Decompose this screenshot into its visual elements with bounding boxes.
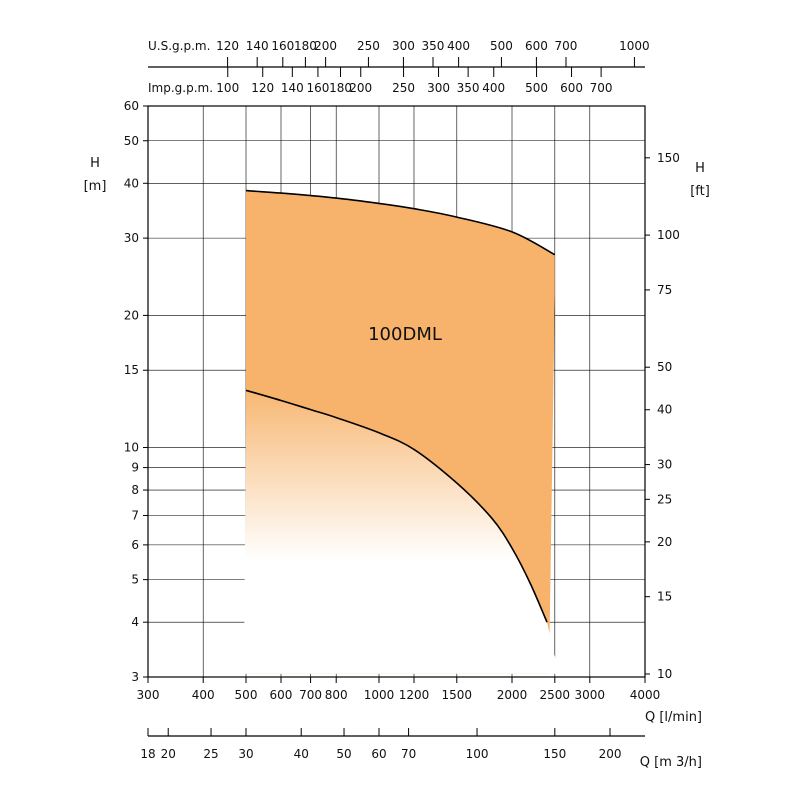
- lower-curve: [245, 389, 548, 623]
- m3h-tick-label: 70: [401, 747, 416, 761]
- usgpm-tick-label: 1000: [619, 39, 650, 53]
- m3h-axis-label: Q [m 3/h]: [640, 755, 702, 770]
- impgpm-tick-label: 140: [281, 81, 304, 95]
- x-tick-label: 800: [325, 688, 348, 702]
- usgpm-tick-label: 400: [447, 39, 470, 53]
- x-tick-label: 4000: [630, 688, 661, 702]
- y2-tick-label: 20: [657, 535, 672, 549]
- plot-frame: [147, 105, 646, 678]
- y2-tick-label: 75: [657, 283, 672, 297]
- x-tick-label: 2000: [497, 688, 528, 702]
- y2-tick-label: 30: [657, 458, 672, 472]
- impgpm-axis-label: Imp.g.p.m.: [148, 81, 213, 95]
- y-axis-label-unit: [m]: [84, 179, 107, 194]
- x-tick-label: 500: [235, 688, 258, 702]
- usgpm-tick-label: 160: [271, 39, 294, 53]
- m3h-tick-label: 60: [371, 747, 386, 761]
- y-tick-label: 4: [131, 615, 139, 629]
- y2-axis-label-symbol: H: [695, 161, 705, 176]
- m3h-tick-label: 18: [140, 747, 155, 761]
- usgpm-tick-label: 120: [216, 39, 239, 53]
- impgpm-tick-label: 250: [392, 81, 415, 95]
- y2-tick-label: 150: [657, 151, 680, 165]
- usgpm-axis-label: U.S.g.p.m.: [148, 39, 210, 53]
- y-tick-label: 8: [131, 483, 139, 497]
- x-axis-label: Q [l/min]: [645, 710, 702, 725]
- m3h-tick-label: 25: [203, 747, 218, 761]
- impgpm-tick-label: 500: [525, 81, 548, 95]
- y-axis-label-symbol: H: [90, 156, 100, 171]
- usgpm-tick-label: 300: [392, 39, 415, 53]
- impgpm-tick-label: 200: [349, 81, 372, 95]
- y2-tick-label: 50: [657, 360, 672, 374]
- y-tick-label: 7: [131, 509, 139, 523]
- m3h-tick-label: 200: [599, 747, 622, 761]
- usgpm-tick-label: 180: [294, 39, 317, 53]
- usgpm-tick-label: 700: [555, 39, 578, 53]
- upper-curve: [245, 189, 556, 256]
- m3h-scale: 18 20 25 30 40 50 60 70 100 150 200: [140, 728, 645, 761]
- y-tick-label: 15: [124, 363, 139, 377]
- y-tick-label: 20: [124, 308, 139, 322]
- y-tick-label: 3: [131, 670, 139, 684]
- impgpm-tick-label: 300: [427, 81, 450, 95]
- impgpm-tick-label: 120: [251, 81, 274, 95]
- x-tick-label: 700: [299, 688, 322, 702]
- x-tick-label: 2500: [540, 688, 571, 702]
- y2-tick-label: 25: [657, 492, 672, 506]
- usgpm-tick-label: 500: [490, 39, 513, 53]
- y-axis-ft: 10 15 20 25 30 40 50 75 100 150: [645, 151, 680, 681]
- impgpm-tick-label: 180: [329, 81, 352, 95]
- y-tick-label: 6: [131, 538, 139, 552]
- impgpm-tick-label: 160: [306, 81, 329, 95]
- m3h-tick-label: 20: [161, 747, 176, 761]
- y2-tick-label: 15: [657, 590, 672, 604]
- m3h-tick-label: 30: [238, 747, 253, 761]
- impgpm-tick-label: 400: [482, 81, 505, 95]
- impgpm-tick-label: 100: [216, 81, 239, 95]
- x-tick-label: 1500: [442, 688, 473, 702]
- impgpm-tick-label: 700: [590, 81, 613, 95]
- y-tick-label: 30: [124, 231, 139, 245]
- y-tick-label: 50: [124, 134, 139, 148]
- impgpm-tick-label: 350: [457, 81, 480, 95]
- y-axis-m: 3 4 5 6 7 8 9 10 15 20 30 40 50 60: [124, 99, 148, 684]
- usgpm-tick-label: 200: [314, 39, 337, 53]
- x-tick-label: 1000: [364, 688, 395, 702]
- x-tick-label: 600: [270, 688, 293, 702]
- y-tick-label: 5: [131, 573, 139, 587]
- operating-area-fade: [244, 390, 559, 674]
- impgpm-tick-label: 600: [560, 81, 583, 95]
- usgpm-tick-label: 350: [422, 39, 445, 53]
- y2-axis-label-unit: [ft]: [690, 184, 710, 199]
- y2-tick-label: 10: [657, 667, 672, 681]
- m3h-tick-label: 40: [294, 747, 309, 761]
- usgpm-tick-label: 600: [525, 39, 548, 53]
- m3h-tick-label: 100: [466, 747, 489, 761]
- x-tick-label: 3000: [575, 688, 606, 702]
- usgpm-tick-label: 140: [246, 39, 269, 53]
- m3h-tick-label: 50: [336, 747, 351, 761]
- y2-tick-label: 40: [657, 403, 672, 417]
- x-tick-label: 400: [192, 688, 215, 702]
- y-tick-label: 10: [124, 441, 139, 455]
- y-tick-label: 60: [124, 99, 139, 113]
- pump-model-label: 100DML: [368, 324, 442, 345]
- y-tick-label: 9: [131, 461, 139, 475]
- x-tick-label: 1200: [399, 688, 430, 702]
- y-tick-label: 40: [124, 176, 139, 190]
- x-axis-lmin: 300 400 500 600 700 800 1000 1200 1500 2000 2500 30…: [137, 677, 661, 702]
- y2-tick-label: 100: [657, 228, 680, 242]
- x-tick-label: 300: [137, 688, 160, 702]
- m3h-tick-label: 150: [543, 747, 566, 761]
- usgpm-tick-label: 250: [357, 39, 380, 53]
